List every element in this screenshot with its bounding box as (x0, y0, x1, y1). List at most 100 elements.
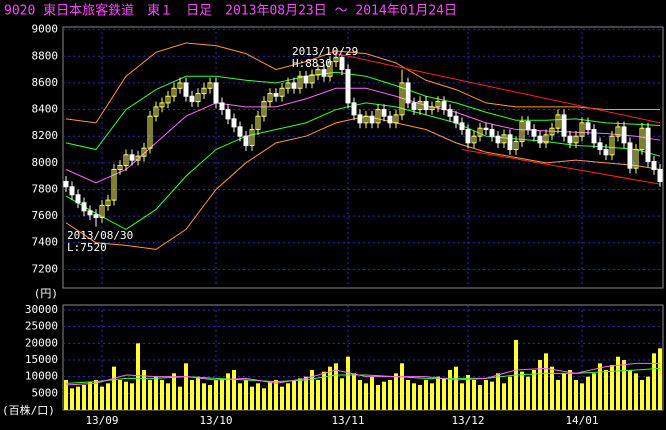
volume-bar (394, 373, 398, 410)
volume-frame (62, 304, 664, 411)
volume-bar (382, 381, 386, 410)
y-tick-label: 9000 (32, 23, 59, 36)
candle-body (81, 202, 87, 212)
volume-bar (214, 380, 218, 410)
candle-body (387, 115, 393, 124)
volume-bar (454, 366, 458, 410)
candle-body (567, 135, 573, 144)
volume-bar (286, 383, 290, 410)
candle-body (195, 93, 201, 103)
candle-body (525, 121, 531, 131)
volume-bar (130, 383, 134, 410)
candle-body (393, 114, 399, 124)
candle-body (129, 154, 135, 161)
candle-body (135, 155, 141, 161)
candle-body (201, 87, 207, 95)
volume-bar (184, 363, 188, 410)
candle-body (279, 87, 285, 97)
candle-body (93, 214, 99, 218)
candle-body (231, 118, 237, 128)
volume-bar (490, 381, 494, 410)
candle-body (333, 57, 339, 63)
x-tick-label: 13/09 (85, 414, 118, 427)
volume-bar (406, 380, 410, 410)
volume-bar (238, 383, 242, 410)
volume-bar (412, 383, 416, 410)
volume-bar (178, 386, 182, 410)
price-unit: (円) (34, 287, 58, 300)
candle-body (321, 69, 327, 77)
candle-body (549, 127, 555, 136)
volume-bar (466, 375, 470, 410)
candle-body (639, 127, 645, 151)
candle-body (531, 129, 537, 137)
volume-bar (622, 360, 626, 410)
candle-body (471, 135, 477, 144)
volume-bar (316, 380, 320, 410)
volume-bar (70, 388, 74, 410)
candle-body (609, 135, 615, 156)
candle-body (285, 82, 291, 89)
y-tick-label: 8800 (32, 49, 59, 62)
volume-bar (280, 386, 284, 410)
indicator-line (65, 102, 661, 230)
candle-body (651, 160, 657, 170)
volume-bar (88, 381, 92, 410)
indicator-line (65, 362, 660, 386)
candle-body (501, 134, 507, 144)
candle-body (369, 115, 375, 124)
volume-bar (334, 363, 338, 410)
volume-bar (322, 371, 326, 410)
candle-body (159, 102, 165, 108)
candle-body (465, 129, 471, 144)
volume-bar (424, 380, 428, 410)
candle-body (561, 114, 567, 137)
candle-body (249, 129, 255, 147)
volume-bar (538, 360, 542, 410)
volume-bar (64, 380, 68, 410)
candle-body (345, 69, 351, 104)
volume-bar (658, 348, 662, 410)
y-tick-label: 7800 (32, 182, 59, 195)
volume-bar (82, 385, 86, 410)
candle-body (519, 121, 525, 143)
chart-title: 9020 東日本旅客鉄道 東１ 日足 2013年08月23日 ～ 2014年01… (4, 3, 457, 19)
candle-body (219, 102, 225, 111)
candle-body (477, 127, 483, 137)
candle-body (243, 135, 249, 147)
candle-body (105, 199, 111, 206)
volume-bar (484, 380, 488, 410)
candle-body (75, 194, 81, 204)
volume-bar (232, 370, 236, 410)
candle-body (63, 180, 69, 188)
candle-body (255, 115, 261, 131)
volume-bar (298, 378, 302, 410)
volume-bar (292, 380, 296, 410)
volume-bar (640, 380, 644, 410)
candle-body (513, 141, 519, 151)
volume-bar (604, 370, 608, 410)
candle-body (621, 126, 627, 144)
volume-bar (220, 378, 224, 410)
candle-body (405, 82, 411, 104)
price-frame (62, 26, 664, 289)
annotation: 2013/08/30 (67, 229, 133, 242)
volume-bar (634, 373, 638, 410)
volume-bar (340, 378, 344, 410)
volume-bar (160, 380, 164, 410)
volume-bar (550, 366, 554, 410)
candle-body (645, 127, 651, 162)
candle-body (315, 69, 321, 76)
x-tick-label: 13/10 (199, 414, 232, 427)
candle-body (375, 109, 381, 124)
volume-bar (418, 385, 422, 410)
volume-bar (526, 376, 530, 410)
x-tick-label: 13/11 (331, 414, 364, 427)
volume-bar (304, 376, 308, 410)
y-tick-label: 7200 (32, 262, 59, 275)
volume-bar (496, 373, 500, 410)
candle-body (237, 126, 243, 137)
candle-body (459, 122, 465, 131)
volume-bar (478, 385, 482, 410)
volume-bar (616, 356, 620, 410)
